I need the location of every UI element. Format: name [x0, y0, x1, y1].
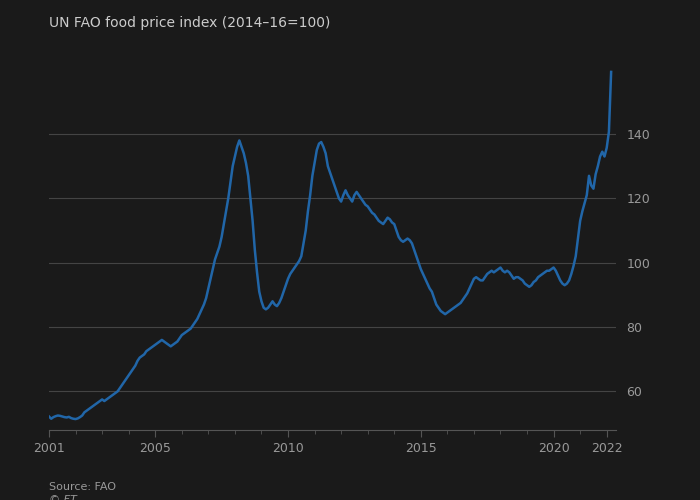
- Text: UN FAO food price index (2014–16=100): UN FAO food price index (2014–16=100): [49, 16, 330, 30]
- Text: Source: FAO: Source: FAO: [49, 482, 116, 492]
- Text: © FT: © FT: [49, 495, 77, 500]
